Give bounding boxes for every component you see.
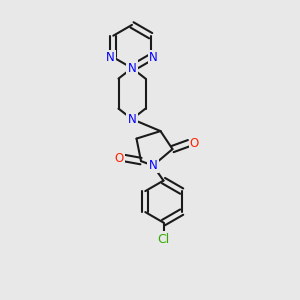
Text: N: N: [128, 61, 136, 75]
Text: N: N: [148, 159, 158, 172]
Text: O: O: [115, 152, 124, 165]
Text: O: O: [190, 136, 199, 150]
Text: N: N: [149, 51, 158, 64]
Text: N: N: [128, 112, 136, 126]
Text: Cl: Cl: [158, 232, 169, 246]
Text: N: N: [106, 51, 115, 64]
